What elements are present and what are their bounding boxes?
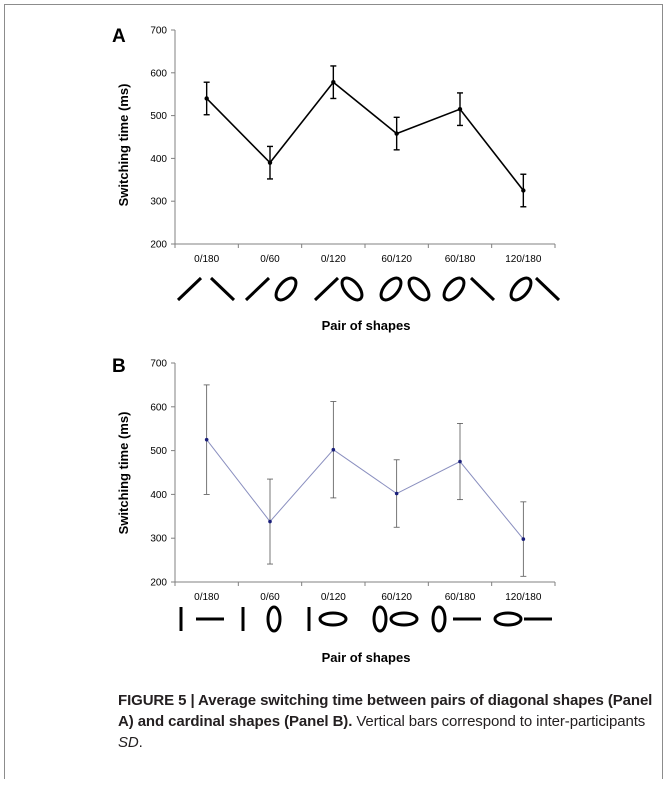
x-tick-label: 0/60: [260, 254, 280, 265]
shape-tilted-ellipse-icon: [407, 276, 431, 302]
data-point: [204, 96, 209, 101]
x-tick-label: 120/180: [505, 592, 542, 603]
data-point: [394, 491, 399, 496]
y-tick-label: 700: [150, 26, 167, 37]
x-axis-label-a: Pair of shapes: [322, 318, 411, 333]
data-point: [521, 537, 526, 541]
shape-vertical-ellipse-icon: [431, 605, 447, 633]
shape-horizontal-ellipse-icon: [318, 611, 348, 627]
shape-tilted-ellipse-icon: [340, 276, 364, 302]
y-tick-label: 400: [150, 490, 167, 501]
x-tick-label: 60/180: [445, 592, 476, 603]
shape-diagonal-line-icon: [209, 276, 236, 302]
y-tick-label: 500: [150, 446, 167, 457]
shape-horizontal-ellipse-icon: [493, 611, 523, 627]
points-b: [204, 437, 526, 541]
shape-diagonal-line-icon: [244, 276, 271, 302]
x-axis-label-b: Pair of shapes: [322, 650, 411, 665]
data-point: [394, 131, 399, 136]
x-tick-label: 60/180: [445, 254, 476, 265]
data-point: [521, 188, 526, 193]
series-line-b: [206, 439, 524, 540]
x-tick-label: 120/180: [505, 254, 542, 265]
caption-italic: SD: [118, 734, 139, 751]
data-point: [458, 459, 462, 464]
y-axis-label-a: Switching time (ms): [116, 84, 131, 207]
y-tick-label: 600: [150, 68, 167, 79]
shape-diagonal-line-icon: [176, 276, 203, 302]
data-point: [267, 160, 273, 165]
y-tick-label: 500: [150, 111, 167, 122]
shape-tilted-ellipse-icon: [442, 276, 466, 302]
y-tick-label: 700: [150, 359, 167, 370]
data-point: [457, 106, 463, 112]
shape-tilted-ellipse-icon: [274, 276, 298, 302]
figure-caption: FIGURE 5 | Average switching time betwee…: [118, 690, 653, 753]
y-ticks-a: 200 300 400 500 600 700: [150, 26, 175, 251]
diagonal-shapes-row: [176, 276, 561, 302]
caption-text: Vertical bars correspond to inter-partic…: [352, 713, 646, 730]
shape-diagonal-line-icon: [534, 276, 561, 302]
x-tick-label: 0/120: [321, 592, 346, 603]
y-tick-label: 400: [150, 154, 167, 165]
shape-diagonal-line-icon: [469, 276, 496, 302]
x-tick-label: 0/180: [194, 254, 219, 265]
x-tick-label: 0/120: [321, 254, 346, 265]
points-a: [204, 80, 526, 193]
shape-diagonal-line-icon: [313, 276, 340, 302]
shape-horizontal-ellipse-icon: [389, 611, 419, 627]
data-point: [331, 80, 336, 85]
y-tick-label: 300: [150, 197, 167, 208]
caption-title: FIGURE 5 | Average switching time betwee…: [118, 692, 653, 730]
y-tick-label: 300: [150, 534, 167, 545]
y-tick-label: 600: [150, 402, 167, 413]
x-tick-label: 60/120: [381, 254, 412, 265]
y-tick-label: 200: [150, 240, 167, 251]
data-point: [204, 437, 209, 442]
error-bars-b: [203, 384, 527, 577]
axes-a: [174, 30, 555, 245]
chart-panel-a: A 200 300 400 500 600 700 0/180 0/60 0/120 60/12…: [112, 26, 561, 333]
figure-frame: [4, 4, 663, 779]
panel-label-a: A: [112, 26, 126, 47]
y-ticks-b: 200 300 400 500 600 700: [150, 359, 175, 589]
data-point: [268, 519, 272, 524]
panel-label-b: B: [112, 356, 126, 377]
x-tick-label: 60/120: [381, 592, 412, 603]
shape-tilted-ellipse-icon: [509, 276, 533, 302]
series-line-a: [206, 81, 524, 191]
x-tick-label: 0/60: [260, 592, 280, 603]
shape-vertical-ellipse-icon: [266, 605, 282, 633]
x-ticks-a: 0/180 0/60 0/120 60/120 60/180 120/180: [174, 244, 556, 265]
y-axis-label-b: Switching time (ms): [116, 412, 131, 535]
x-tick-label: 0/180: [194, 592, 219, 603]
y-tick-label: 200: [150, 578, 167, 589]
error-bars-a: [203, 65, 527, 208]
data-point: [331, 447, 336, 452]
x-ticks-b: 0/180 0/60 0/120 60/120 60/180 120/180: [174, 582, 556, 603]
shape-vertical-ellipse-icon: [372, 605, 388, 633]
cardinal-shapes-row: [179, 605, 552, 633]
shape-tilted-ellipse-icon: [379, 276, 403, 302]
caption-end: .: [138, 734, 143, 751]
chart-panel-b: B 200 300 400 500 600 700 0/180 0/60 0/120 60/12…: [112, 356, 556, 665]
